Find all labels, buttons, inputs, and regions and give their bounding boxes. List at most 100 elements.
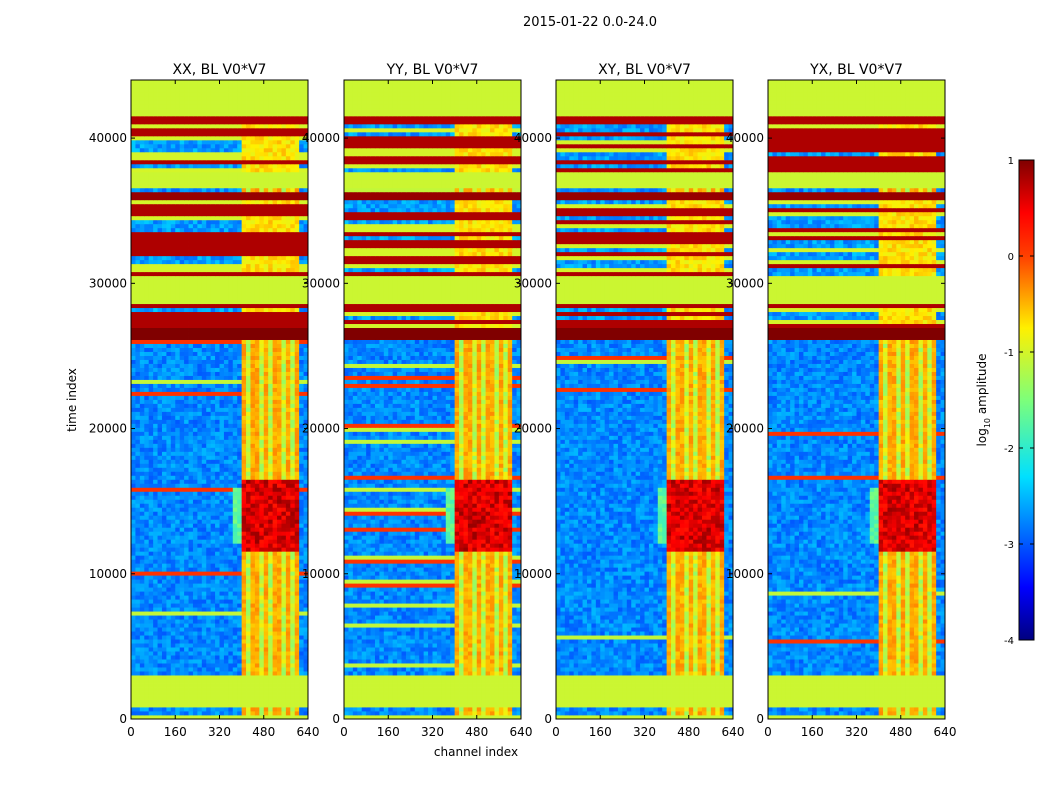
- heatmap-cell: [219, 343, 225, 348]
- heatmap-cell: [241, 555, 247, 560]
- heatmap-cell: [263, 591, 269, 596]
- heatmap-cell: [246, 711, 251, 716]
- heatmap-cell: [161, 471, 167, 476]
- heatmap-cell: [201, 411, 207, 416]
- heatmap-cell: [157, 319, 163, 325]
- heatmap-cell: [170, 463, 176, 468]
- heatmap-cell: [144, 519, 150, 524]
- heatmap-cell: [179, 419, 185, 424]
- heatmap-cell: [153, 311, 158, 317]
- heatmap-cell: [188, 551, 194, 556]
- heatmap-cell: [290, 271, 296, 277]
- heatmap-cell: [153, 479, 158, 484]
- heatmap-cell: [250, 223, 256, 229]
- heatmap-cell: [192, 591, 198, 596]
- heatmap-cell: [223, 435, 229, 440]
- heatmap-cell: [201, 587, 207, 592]
- heatmap-cell: [131, 539, 136, 544]
- heatmap-cell: [201, 659, 207, 664]
- heatmap-cell: [188, 639, 194, 644]
- heatmap-cell: [161, 347, 167, 352]
- heatmap-cell: [135, 235, 141, 241]
- heatmap-cell: [170, 667, 176, 672]
- heatmap-cell: [277, 255, 282, 261]
- heatmap-cell: [197, 631, 203, 636]
- heatmap-cell: [131, 711, 136, 716]
- heatmap-cell: [161, 399, 167, 404]
- heatmap-cell: [161, 315, 167, 321]
- heatmap-cell: [175, 219, 181, 225]
- heatmap-cell: [259, 699, 265, 704]
- heatmap-cell: [219, 315, 225, 321]
- heatmap-cell: [197, 407, 203, 412]
- heatmap-cell: [153, 463, 158, 468]
- heatmap-cell: [197, 243, 203, 249]
- heatmap-cell: [179, 547, 185, 552]
- heatmap-cell: [157, 455, 163, 460]
- heatmap-cell: [197, 479, 203, 484]
- heatmap-cell: [175, 259, 181, 265]
- heatmap-cell: [139, 655, 145, 660]
- heatmap-cell: [206, 695, 212, 700]
- heatmap-cell: [206, 451, 212, 456]
- heatmap-cell: [144, 663, 150, 668]
- heatmap-cell: [272, 395, 278, 400]
- heatmap-cell: [285, 647, 291, 652]
- heatmap-cell: [250, 675, 256, 680]
- heatmap-cell: [206, 547, 212, 552]
- heatmap-cell: [184, 687, 189, 692]
- heatmap-cell: [263, 631, 269, 636]
- heatmap-cell: [294, 667, 300, 672]
- heatmap-cell: [294, 383, 300, 388]
- heatmap-cell: [157, 655, 163, 660]
- heatmap-cell: [232, 519, 238, 524]
- heatmap-cell: [210, 667, 216, 672]
- heatmap-cell: [215, 507, 220, 512]
- heatmap-cell: [303, 443, 309, 448]
- heatmap-cell: [157, 591, 163, 596]
- heatmap-cell: [144, 315, 150, 321]
- heatmap-cell: [241, 543, 247, 548]
- heatmap-cell: [197, 299, 203, 305]
- heatmap-cell: [237, 711, 243, 716]
- heatmap-cell: [215, 691, 220, 696]
- heatmap-cell: [170, 439, 176, 444]
- heatmap-cell: [131, 599, 136, 604]
- heatmap-cell: [232, 287, 238, 293]
- heatmap-cell: [294, 259, 300, 265]
- heatmap-cell: [175, 231, 181, 237]
- heatmap-cell: [272, 339, 278, 344]
- heatmap-cell: [263, 383, 269, 388]
- heatmap-cell: [281, 239, 287, 245]
- heatmap-cell: [139, 299, 145, 305]
- heatmap-cell: [263, 271, 269, 277]
- heatmap-cell: [250, 419, 256, 424]
- heatmap-cell: [263, 227, 269, 233]
- heatmap-cell: [259, 419, 265, 424]
- heatmap-cell: [219, 423, 225, 428]
- heatmap-cell: [219, 227, 225, 233]
- heatmap-cell: [263, 355, 269, 360]
- heatmap-cell: [246, 655, 251, 660]
- heatmap-cell: [246, 703, 251, 708]
- heatmap-cell: [201, 699, 207, 704]
- heatmap-cell: [192, 463, 198, 468]
- heatmap-cell: [139, 351, 145, 356]
- heatmap-cell: [131, 431, 136, 436]
- heatmap-cell: [166, 583, 172, 588]
- heatmap-cell: [250, 699, 256, 704]
- heatmap-cell: [135, 643, 141, 648]
- heatmap-cell: [272, 411, 278, 416]
- heatmap-cell: [157, 255, 163, 261]
- heatmap-cell: [184, 715, 189, 720]
- heatmap-cell: [263, 659, 269, 664]
- heatmap-cell: [237, 655, 243, 660]
- heatmap-cell: [153, 439, 158, 444]
- heatmap-cell: [246, 435, 251, 440]
- heatmap-cell: [277, 615, 282, 620]
- heatmap-cell: [254, 223, 260, 229]
- heatmap-cell: [161, 459, 167, 464]
- heatmap-cell: [232, 419, 238, 424]
- heatmap-cell: [161, 447, 167, 452]
- heatmap-cell: [237, 431, 243, 436]
